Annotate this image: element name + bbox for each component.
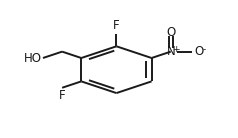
Text: O: O xyxy=(195,45,204,58)
Text: -: - xyxy=(203,45,206,54)
Text: F: F xyxy=(59,89,65,102)
Text: +: + xyxy=(172,45,179,54)
Text: HO: HO xyxy=(24,51,41,64)
Text: F: F xyxy=(113,19,120,32)
Text: N: N xyxy=(166,45,175,58)
Text: O: O xyxy=(166,26,175,39)
